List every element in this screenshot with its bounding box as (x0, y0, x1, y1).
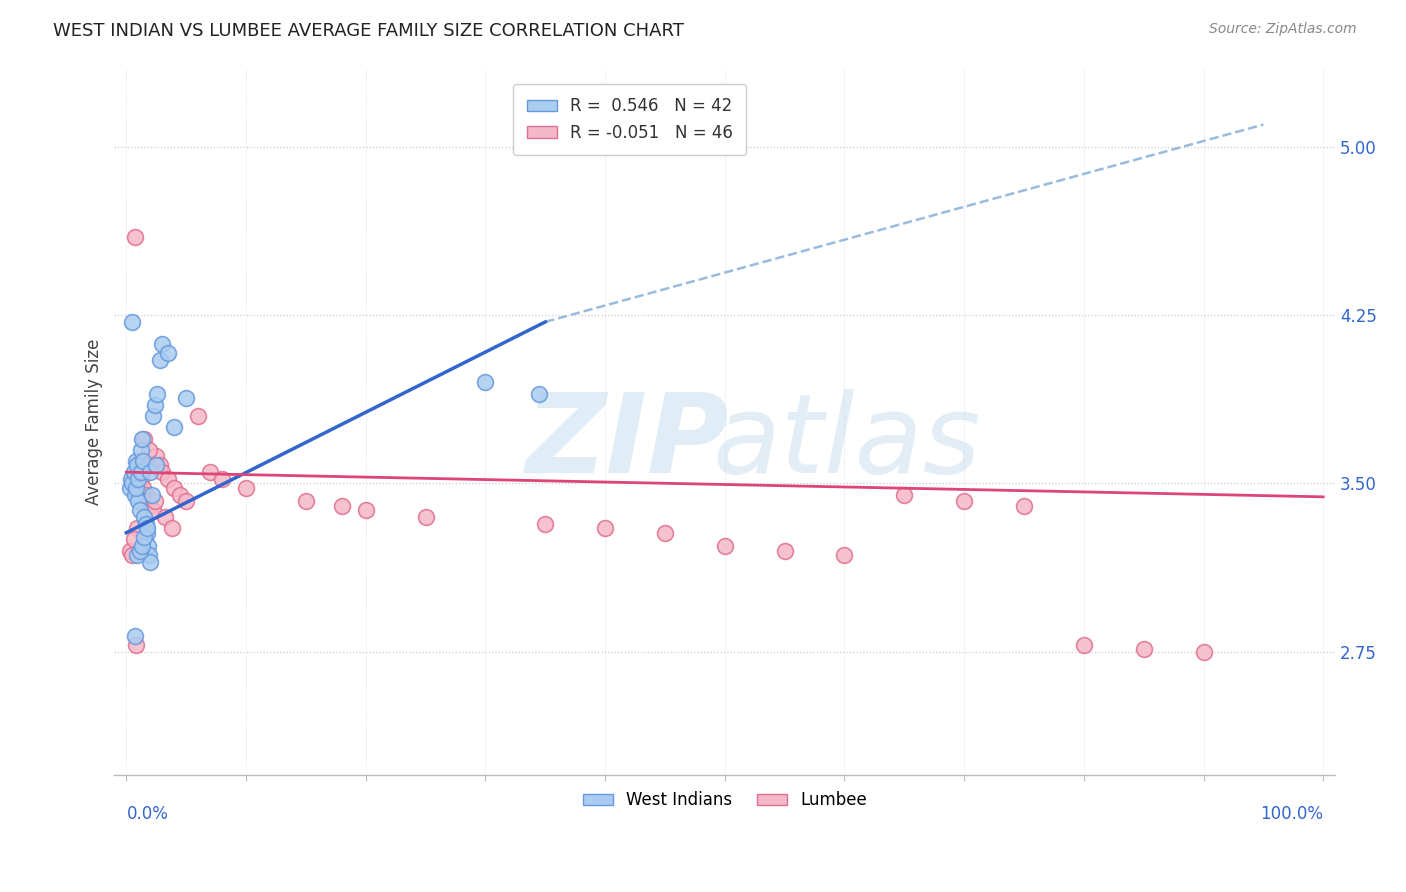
Point (121, 548, 143, 562)
Point (163, 481, 186, 495)
Point (138, 442, 160, 457)
Point (150, 337, 173, 351)
Point (150, 465, 173, 479)
Point (235, 481, 257, 495)
Point (142, 503, 165, 517)
Point (773, 543, 796, 558)
Point (129, 442, 152, 457)
Point (157, 346, 180, 360)
Point (160, 521, 183, 535)
Point (132, 454, 155, 468)
Text: 100.0%: 100.0% (1260, 805, 1323, 823)
Point (134, 510, 156, 524)
Point (139, 499, 162, 513)
Point (139, 465, 162, 479)
Point (654, 525, 676, 540)
Point (128, 454, 150, 468)
Point (136, 494, 159, 508)
Point (134, 530, 156, 544)
Point (128, 543, 150, 558)
Text: ZIP: ZIP (526, 390, 728, 497)
Point (174, 494, 197, 508)
Point (127, 465, 149, 479)
Point (1132, 642, 1154, 657)
Text: WEST INDIAN VS LUMBEE AVERAGE FAMILY SIZE CORRELATION CHART: WEST INDIAN VS LUMBEE AVERAGE FAMILY SIZ… (53, 22, 685, 40)
Point (474, 376, 496, 390)
Point (118, 481, 141, 495)
Point (1192, 644, 1215, 658)
Point (529, 386, 551, 401)
Point (330, 499, 353, 513)
Point (132, 481, 155, 495)
Text: 0.0%: 0.0% (127, 805, 169, 823)
Point (121, 476, 143, 491)
Point (163, 420, 186, 434)
Point (354, 503, 377, 517)
Point (143, 398, 166, 412)
Point (135, 521, 157, 535)
Point (953, 494, 976, 508)
Point (120, 472, 142, 486)
Point (131, 539, 153, 553)
Point (127, 458, 149, 473)
Point (135, 525, 157, 540)
Point (534, 516, 557, 531)
Point (134, 432, 156, 446)
Point (149, 353, 172, 368)
Point (714, 539, 737, 553)
Point (135, 516, 157, 531)
Point (131, 432, 153, 446)
Point (198, 465, 221, 479)
Point (124, 629, 146, 643)
Point (145, 450, 167, 464)
Point (415, 510, 437, 524)
Point (153, 510, 176, 524)
Text: Source: ZipAtlas.com: Source: ZipAtlas.com (1209, 22, 1357, 37)
Point (129, 465, 152, 479)
Point (141, 487, 163, 501)
Point (135, 487, 157, 501)
Point (132, 463, 155, 477)
Point (125, 638, 148, 652)
Point (136, 539, 159, 553)
Point (593, 521, 616, 535)
Point (149, 458, 172, 473)
Point (127, 494, 149, 508)
Point (125, 481, 148, 495)
Point (146, 386, 169, 401)
Point (121, 315, 143, 329)
Point (128, 503, 150, 517)
Point (118, 543, 141, 558)
Point (124, 487, 146, 501)
Point (125, 454, 148, 468)
Point (127, 472, 149, 486)
Point (295, 494, 318, 508)
Point (893, 487, 915, 501)
Point (127, 521, 149, 535)
Point (138, 548, 160, 562)
Point (142, 409, 165, 423)
Point (124, 229, 146, 244)
Point (145, 458, 167, 473)
Point (122, 533, 145, 547)
Point (174, 391, 197, 405)
Y-axis label: Average Family Size: Average Family Size (86, 339, 103, 505)
Point (169, 487, 191, 501)
Point (139, 555, 162, 569)
Point (127, 548, 149, 562)
Point (187, 409, 209, 423)
Point (1012, 499, 1035, 513)
Point (129, 472, 152, 486)
Point (1073, 638, 1095, 652)
Point (211, 472, 233, 486)
Legend: West Indians, Lumbee: West Indians, Lumbee (576, 785, 873, 816)
Point (122, 465, 145, 479)
Point (143, 494, 166, 508)
Point (157, 472, 180, 486)
Point (834, 548, 856, 562)
Text: atlas: atlas (713, 390, 981, 497)
